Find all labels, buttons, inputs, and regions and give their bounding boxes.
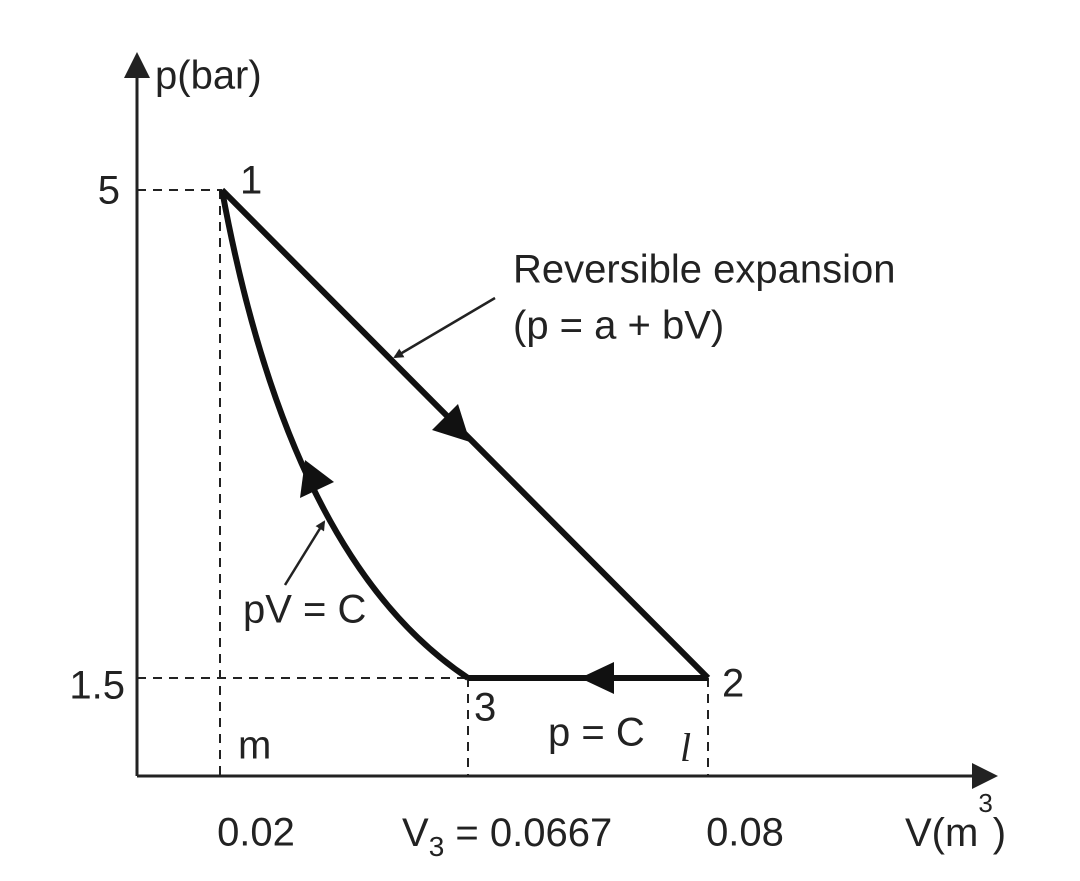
isothermal-curve [219,189,470,681]
x-label-base: V(m [905,811,978,855]
point-label: 3 [474,686,496,730]
x-tick-label: 0.02 [217,811,295,855]
x-tick-sub: 3 [429,831,445,862]
annotation: (p = a + bV) [513,304,724,348]
x-axis-arrow [972,763,998,789]
annotation: pV = C [243,588,366,632]
x-axis-label: V(m3) [905,788,1006,855]
point-label: 2 [722,662,744,706]
x-tick-base: V [402,811,429,855]
x-tick-rest: = 0.0667 [444,811,612,855]
guide-lines [137,189,709,776]
y-tick-label: 5 [98,169,120,213]
x-tick-label: V3 = 0.0667 [402,811,612,863]
pointer [393,296,496,359]
y-tick-label: 1.5 [69,664,125,708]
direction-arrow [300,460,334,498]
x-label-end: ) [993,811,1006,855]
annotation: p = C [548,711,645,755]
annotation: Reversible expansion [513,248,895,292]
y-axis-label: p(bar) [155,54,262,98]
y-axis-arrow [124,52,150,78]
direction-arrow [580,662,614,694]
x-label-sup: 3 [978,788,992,818]
area-label: l [680,725,691,770]
x-tick-label: 0.08 [706,811,784,855]
point-label: 1 [240,159,262,203]
area-label: m [238,724,271,768]
pointer [283,520,326,586]
direction-arrow [432,404,470,442]
